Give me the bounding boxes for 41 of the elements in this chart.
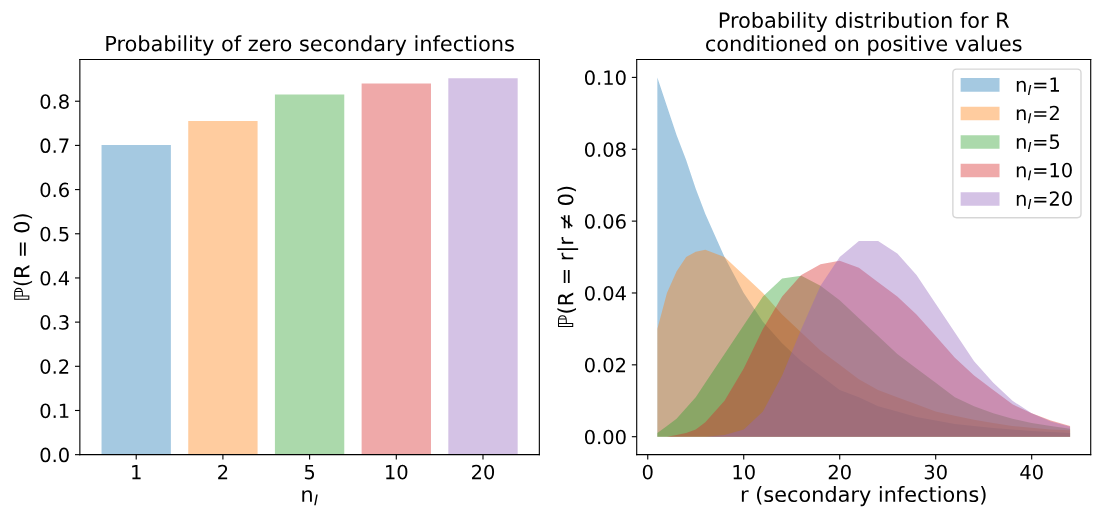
- legend-label: n$_{I}$=20: [1016, 191, 1072, 209]
- y-tick-label: 0.00: [584, 429, 626, 445]
- x-tick-label: 40: [1020, 464, 1043, 480]
- y-tick-label: 0.10: [584, 70, 626, 86]
- y-tick-label: 0.04: [584, 285, 626, 301]
- y-axis-title: ℙ(R = r|r ≠ 0): [557, 186, 579, 328]
- y-tick-label: 0.4: [40, 270, 70, 286]
- x-tick-label: 10: [386, 464, 408, 480]
- y-tick-label: 0.06: [584, 214, 626, 229]
- x-axis-title: r (secondary infections): [741, 485, 986, 507]
- bar: [361, 83, 431, 455]
- y-tick-label: 0.3: [40, 315, 69, 330]
- chart-title: Probability distribution for R conditioned on positive values: [706, 11, 1022, 56]
- x-tick-label: 10: [733, 464, 755, 480]
- bar: [188, 121, 258, 455]
- x-axis-title: n$_{I}$: [302, 490, 318, 506]
- bar: [101, 144, 171, 455]
- legend-label: n$_{I}$=2: [1016, 105, 1059, 124]
- legend-label: n$_{I}$=1: [1016, 77, 1059, 95]
- x-tick-label: 0: [642, 464, 653, 480]
- y-tick-label: 0.08: [584, 142, 626, 157]
- y-tick-label: 0.7: [40, 138, 69, 154]
- y-axis-title: ℙ(R = 0): [13, 214, 33, 300]
- y-tick-label: 0.02: [584, 357, 626, 373]
- legend-label: n$_{I}$=10: [1016, 162, 1072, 181]
- y-tick-label: 0.5: [40, 226, 69, 242]
- y-tick-label: 0.8: [40, 94, 69, 109]
- x-tick-label: 20: [828, 464, 851, 480]
- legend-label: n$_{I}$=5: [1016, 134, 1060, 152]
- y-tick-label: 0.0: [40, 447, 69, 463]
- x-tick-label: 1: [132, 464, 141, 480]
- bar: [448, 78, 518, 455]
- bar: [274, 94, 345, 455]
- y-tick-label: 0.2: [40, 359, 69, 374]
- x-tick-label: 5: [304, 464, 315, 480]
- y-tick-label: 0.6: [40, 182, 69, 198]
- chart-title: Probability of zero secondary infections: [106, 35, 514, 56]
- y-tick-label: 0.1: [40, 403, 69, 419]
- x-tick-label: 2: [218, 464, 228, 480]
- x-tick-label: 30: [924, 464, 947, 480]
- x-tick-label: 20: [472, 464, 495, 480]
